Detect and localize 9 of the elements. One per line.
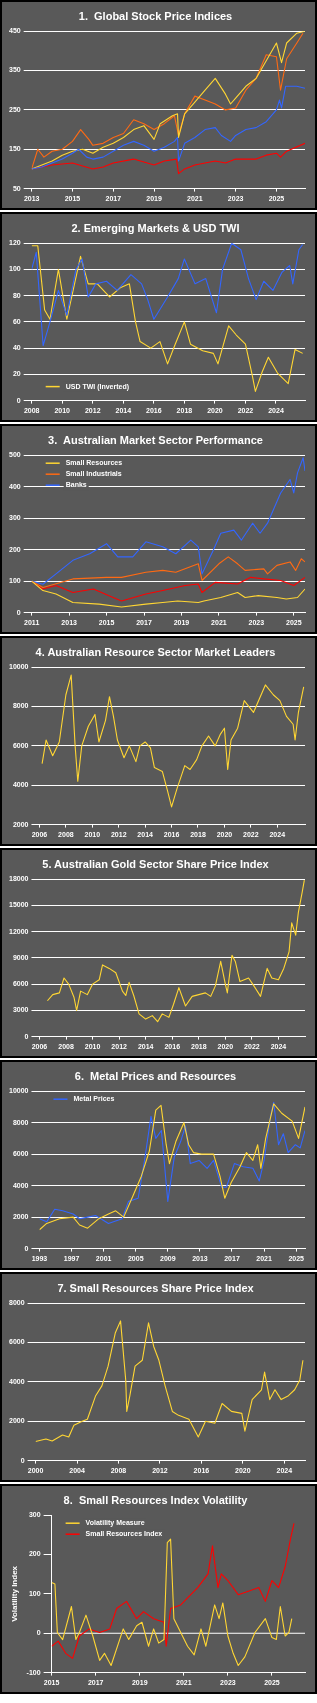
chart-title: 1. Global Stock Price Indices xyxy=(78,9,233,22)
chart-title: 2. Emerging Markets & USD TWI xyxy=(71,221,240,234)
chart-title: 6. Metal Prices and Resources xyxy=(74,1069,237,1082)
chart-title: 3. Australian Market Sector Performance xyxy=(48,433,263,446)
chart-title: 5. Australian Gold Sector Share Price Index xyxy=(42,857,270,870)
chart-title: 8. Small Resources Index Volatility xyxy=(63,1493,249,1506)
chart-title: 4. Australian Resource Sector Market Leaders xyxy=(35,645,276,658)
chart-title: 7. Small Resources Share Price Index xyxy=(57,1281,255,1294)
y-axis-title: Volatility Index xyxy=(10,1565,19,1622)
